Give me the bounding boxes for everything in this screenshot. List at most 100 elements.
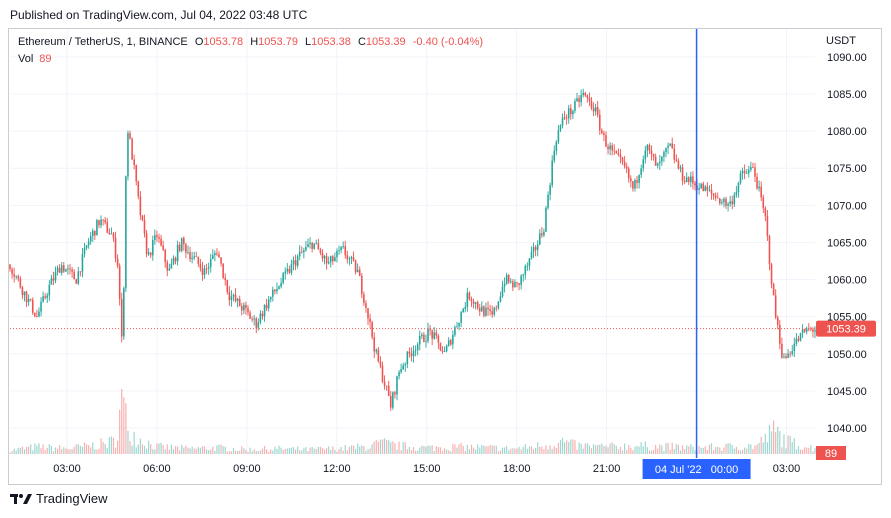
candle-body bbox=[495, 307, 498, 309]
footer-brand[interactable]: TradingView bbox=[10, 491, 108, 506]
candle-body bbox=[447, 340, 450, 346]
candle-body bbox=[563, 117, 566, 119]
candle-body bbox=[797, 338, 800, 341]
candle-body bbox=[665, 147, 667, 153]
close-label: C bbox=[357, 36, 366, 48]
candle-body bbox=[77, 271, 80, 284]
volume-bar bbox=[263, 445, 266, 454]
candle-body bbox=[371, 322, 373, 338]
volume-bar bbox=[152, 449, 154, 454]
candle-body bbox=[727, 203, 729, 206]
volume-bar bbox=[715, 447, 717, 454]
volume-bar bbox=[514, 448, 516, 454]
volume-bar bbox=[317, 446, 319, 454]
volume-bar bbox=[783, 434, 785, 454]
volume-bar bbox=[77, 444, 79, 454]
symbol-title[interactable]: Ethereum / TetherUS, 1, BINANCE bbox=[18, 36, 188, 48]
y-tick-label: 1090.00 bbox=[827, 52, 867, 64]
x-tick-label: 18:00 bbox=[503, 463, 531, 475]
volume-bar bbox=[615, 445, 617, 454]
volume-bar bbox=[435, 446, 437, 454]
volume-bar bbox=[775, 432, 777, 454]
x-tick-label: 12:00 bbox=[323, 463, 351, 475]
volume-bar bbox=[731, 444, 733, 454]
volume-bar bbox=[588, 445, 591, 454]
volume-bar bbox=[727, 443, 729, 454]
volume-bar bbox=[65, 448, 67, 454]
volume-legend[interactable]: Vol 89 bbox=[18, 53, 52, 65]
candle-body bbox=[129, 133, 131, 139]
volume-bar bbox=[582, 448, 584, 454]
candle-body bbox=[627, 168, 630, 179]
candle-body bbox=[427, 328, 429, 342]
candle-body bbox=[483, 306, 485, 316]
volume-bar bbox=[721, 450, 723, 454]
candle-body bbox=[547, 194, 549, 208]
volume-bar bbox=[787, 435, 789, 454]
volume-bar bbox=[419, 447, 421, 454]
candle-body bbox=[58, 267, 61, 273]
candle-body bbox=[799, 333, 802, 341]
candle-body bbox=[125, 176, 127, 289]
volume-bar bbox=[363, 446, 365, 454]
volume-bar bbox=[191, 446, 193, 454]
volume-bar bbox=[801, 449, 804, 454]
candle-body bbox=[758, 186, 760, 189]
volume-bar bbox=[183, 447, 185, 454]
volume-bar bbox=[729, 443, 731, 454]
candle-body bbox=[557, 130, 560, 142]
candle-body bbox=[290, 263, 293, 273]
volume-bar bbox=[48, 444, 50, 454]
candle-body bbox=[365, 303, 367, 309]
volume-bar bbox=[785, 448, 787, 454]
volume-bar bbox=[371, 444, 373, 454]
candle-body bbox=[507, 275, 510, 283]
candle-body bbox=[216, 253, 218, 255]
volume-bar bbox=[601, 443, 603, 454]
candle-body bbox=[185, 244, 187, 253]
volume-bar bbox=[247, 451, 249, 454]
candle-body bbox=[704, 186, 707, 192]
volume-bar bbox=[710, 443, 713, 454]
chart-frame[interactable] bbox=[8, 28, 882, 485]
volume-label: Vol bbox=[18, 53, 34, 65]
candle-body bbox=[526, 265, 529, 267]
volume-bar bbox=[512, 448, 514, 454]
volume-bar bbox=[694, 450, 696, 454]
candle-body bbox=[178, 244, 181, 251]
candle-body bbox=[406, 351, 409, 365]
volume-bar bbox=[603, 446, 605, 454]
volume-bar bbox=[781, 447, 783, 454]
candle-body bbox=[168, 268, 171, 271]
candle-body bbox=[116, 258, 119, 267]
candle-body bbox=[402, 365, 404, 370]
volume-bar bbox=[429, 445, 431, 454]
candle-body bbox=[149, 252, 152, 256]
volume-bar bbox=[338, 449, 340, 454]
candle-body bbox=[114, 237, 117, 259]
volume-bar bbox=[199, 447, 201, 454]
volume-bar bbox=[746, 448, 748, 454]
candle-body bbox=[443, 351, 446, 352]
candle-body bbox=[630, 178, 632, 182]
candle-body bbox=[52, 278, 55, 281]
candle-body bbox=[104, 219, 106, 223]
candle-body bbox=[632, 181, 634, 189]
candle-body bbox=[228, 292, 231, 301]
volume-bar bbox=[92, 442, 94, 454]
volume-bar bbox=[137, 444, 139, 454]
candle-body bbox=[201, 268, 204, 275]
candle-body bbox=[445, 345, 448, 352]
volume-bar bbox=[328, 446, 330, 454]
candle-body bbox=[425, 341, 427, 342]
volume-bar bbox=[762, 442, 764, 454]
volume-bar bbox=[408, 446, 410, 454]
volume-bar bbox=[580, 443, 582, 454]
volume-bar bbox=[808, 447, 810, 454]
symbol-legend[interactable]: Ethereum / TetherUS, 1, BINANCE O1053.78… bbox=[18, 36, 483, 48]
volume-bar bbox=[315, 449, 317, 454]
candle-body bbox=[412, 350, 415, 357]
volume-bar bbox=[15, 450, 17, 454]
candle-body bbox=[344, 246, 347, 256]
